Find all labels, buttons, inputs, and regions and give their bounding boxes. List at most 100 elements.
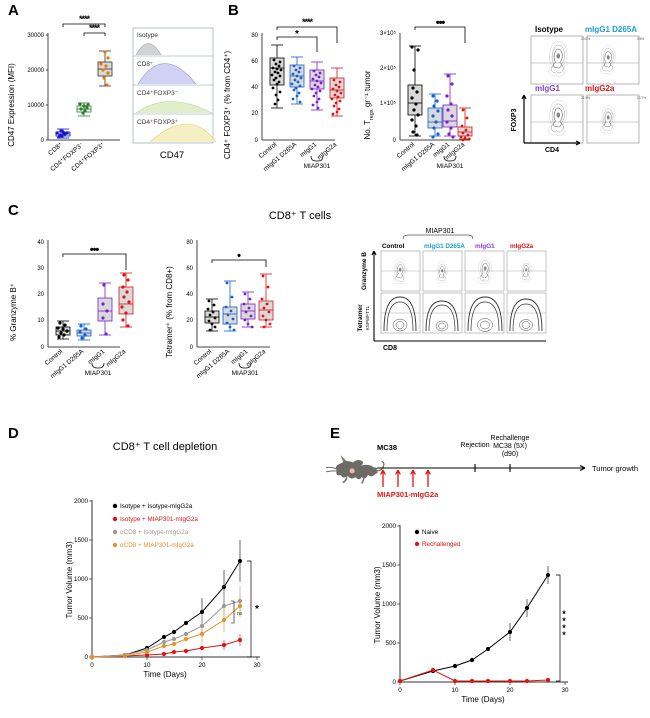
svg-text:•: • — [237, 250, 241, 262]
svg-text:1000: 1000 — [382, 601, 397, 608]
svg-text:0: 0 — [392, 679, 396, 686]
svg-text:Isotype + MIAP301-mIgG2a: Isotype + MIAP301-mIgG2a — [120, 516, 198, 523]
svg-text:mIgG1 D265A: mIgG1 D265A — [585, 25, 637, 34]
svg-text:80: 80 — [251, 33, 258, 39]
svg-text:D: D — [8, 425, 19, 442]
svg-text:30000: 30000 — [27, 33, 44, 39]
svg-text:A: A — [8, 2, 19, 19]
svg-text:500: 500 — [77, 615, 88, 622]
svg-text:3×10⁵: 3×10⁵ — [380, 30, 397, 37]
svg-text:Control: Control — [382, 243, 405, 250]
svg-text:CD8⁺ T cell depletion: CD8⁺ T cell depletion — [113, 441, 217, 453]
svg-text:60: 60 — [251, 59, 258, 65]
svg-text:mIgG2a: mIgG2a — [510, 243, 534, 250]
svg-text:0: 0 — [398, 687, 402, 694]
svg-text:10000: 10000 — [27, 103, 44, 109]
svg-text:40: 40 — [186, 292, 193, 298]
svg-text:C: C — [8, 202, 19, 219]
svg-text:*: * — [295, 29, 299, 40]
svg-text:Tetramer⁺ (% from CD8+): Tetramer⁺ (% from CD8+) — [165, 266, 174, 358]
svg-text:13.7%: 13.7% — [637, 96, 646, 100]
svg-text:20: 20 — [37, 292, 44, 298]
svg-text:CD8⁺ T cells: CD8⁺ T cells — [269, 210, 332, 222]
svg-text:Time (Days): Time (Days) — [143, 670, 187, 679]
svg-text:40: 40 — [251, 85, 258, 91]
svg-text:2000: 2000 — [382, 523, 397, 530]
svg-text:40: 40 — [37, 240, 44, 246]
svg-text:Isotype: Isotype — [137, 32, 158, 39]
svg-text:ns: ns — [237, 611, 243, 617]
svg-text:500: 500 — [385, 640, 396, 647]
svg-text:10: 10 — [451, 687, 459, 694]
svg-text:9.5%: 9.5% — [637, 37, 644, 41]
svg-text:mIgG1: mIgG1 — [535, 84, 560, 93]
svg-text:B: B — [228, 2, 239, 19]
svg-text:Time (Days): Time (Days) — [461, 695, 505, 704]
svg-text:MC38: MC38 — [377, 443, 397, 452]
svg-text:MIAP301: MIAP301 — [426, 228, 455, 235]
svg-text:80: 80 — [186, 240, 193, 246]
svg-text:1000: 1000 — [74, 576, 89, 583]
svg-text:20: 20 — [251, 111, 258, 117]
svg-text:Tumor Volume (mm3): Tumor Volume (mm3) — [65, 541, 74, 618]
svg-text:CD8: CD8 — [383, 345, 397, 352]
svg-text:Tumor Volume (mm3): Tumor Volume (mm3) — [373, 566, 382, 643]
svg-text:αCD8 + Isotype-mIgG2a: αCD8 + Isotype-mIgG2a — [120, 529, 189, 536]
svg-text:CD47: CD47 — [160, 150, 184, 161]
svg-text:10: 10 — [143, 662, 151, 669]
svg-text:20: 20 — [198, 662, 206, 669]
svg-text:MIAP301: MIAP301 — [85, 370, 112, 377]
svg-text:2×10⁵: 2×10⁵ — [380, 65, 397, 72]
svg-text:60: 60 — [186, 266, 193, 272]
svg-text:MIAP301-mIgG2a: MIAP301-mIgG2a — [377, 490, 439, 499]
svg-text:20: 20 — [186, 318, 193, 324]
svg-text:Tetramer: Tetramer — [357, 304, 364, 332]
svg-text:10: 10 — [37, 318, 44, 324]
svg-text:20000: 20000 — [27, 68, 44, 74]
svg-text:CD47 Expression (MFI): CD47 Expression (MFI) — [7, 63, 16, 147]
svg-text:1500: 1500 — [74, 537, 89, 544]
svg-text:2000: 2000 — [74, 498, 89, 505]
svg-text:1500: 1500 — [382, 562, 397, 569]
svg-text:10.0%: 10.0% — [581, 37, 590, 41]
svg-text:CD4: CD4 — [545, 147, 559, 154]
svg-text:mIgG2a: mIgG2a — [585, 84, 615, 93]
svg-text:30: 30 — [253, 662, 261, 669]
svg-text:0: 0 — [90, 662, 94, 669]
svg-text:Rechallenge: Rechallenge — [491, 435, 530, 442]
svg-text:*: * — [255, 604, 259, 615]
svg-text:KSPWFTTL: KSPWFTTL — [365, 305, 370, 330]
svg-text:CD8⁺: CD8⁺ — [137, 61, 154, 68]
svg-text:0: 0 — [84, 654, 88, 661]
svg-text:*: * — [562, 630, 566, 640]
svg-text:****: **** — [302, 17, 314, 27]
svg-text:αCD8 + MIAP301-mIgG2a: αCD8 + MIAP301-mIgG2a — [120, 542, 194, 549]
svg-text:mIgG1 D265A: mIgG1 D265A — [424, 243, 465, 250]
svg-text:Tumor growth: Tumor growth — [592, 464, 638, 473]
svg-text:CD4⁺FOXP3⁺: CD4⁺FOXP3⁺ — [137, 119, 179, 126]
svg-text:****: **** — [89, 23, 101, 33]
svg-text:FOXP3: FOXP3 — [511, 108, 518, 131]
svg-text:Naive: Naive — [422, 529, 439, 536]
svg-text:Rejection: Rejection — [460, 442, 489, 449]
svg-text:20: 20 — [506, 687, 514, 694]
svg-text:21.9%: 21.9% — [581, 96, 590, 100]
svg-text:CD4⁺ FOXP3⁺ (% from CD4⁺): CD4⁺ FOXP3⁺ (% from CD4⁺) — [223, 51, 232, 160]
svg-text:30: 30 — [561, 687, 569, 694]
svg-text:(d90): (d90) — [502, 451, 518, 458]
svg-text:MIAP301: MIAP301 — [232, 370, 259, 377]
svg-text:CD4⁺FOXP3⁻: CD4⁺FOXP3⁻ — [137, 90, 179, 97]
svg-text:Isotype + Isotype-mIgG2a: Isotype + Isotype-mIgG2a — [120, 503, 193, 510]
svg-text:E: E — [330, 425, 340, 442]
svg-text:MIAP301: MIAP301 — [437, 163, 464, 170]
svg-text:Granzyme B: Granzyme B — [361, 252, 368, 290]
svg-text:MIAP301: MIAP301 — [304, 163, 331, 170]
svg-text:% Granzyme B⁺: % Granzyme B⁺ — [9, 283, 18, 341]
svg-text:Isotype: Isotype — [535, 25, 564, 34]
svg-text:•••: ••• — [90, 244, 100, 256]
svg-text:1×10⁵: 1×10⁵ — [380, 100, 397, 107]
svg-text:Rechallenged: Rechallenged — [422, 541, 461, 548]
svg-text:mIgG1: mIgG1 — [475, 243, 495, 250]
svg-text:30: 30 — [37, 266, 44, 272]
svg-text:MC38 (5X): MC38 (5X) — [493, 443, 527, 450]
